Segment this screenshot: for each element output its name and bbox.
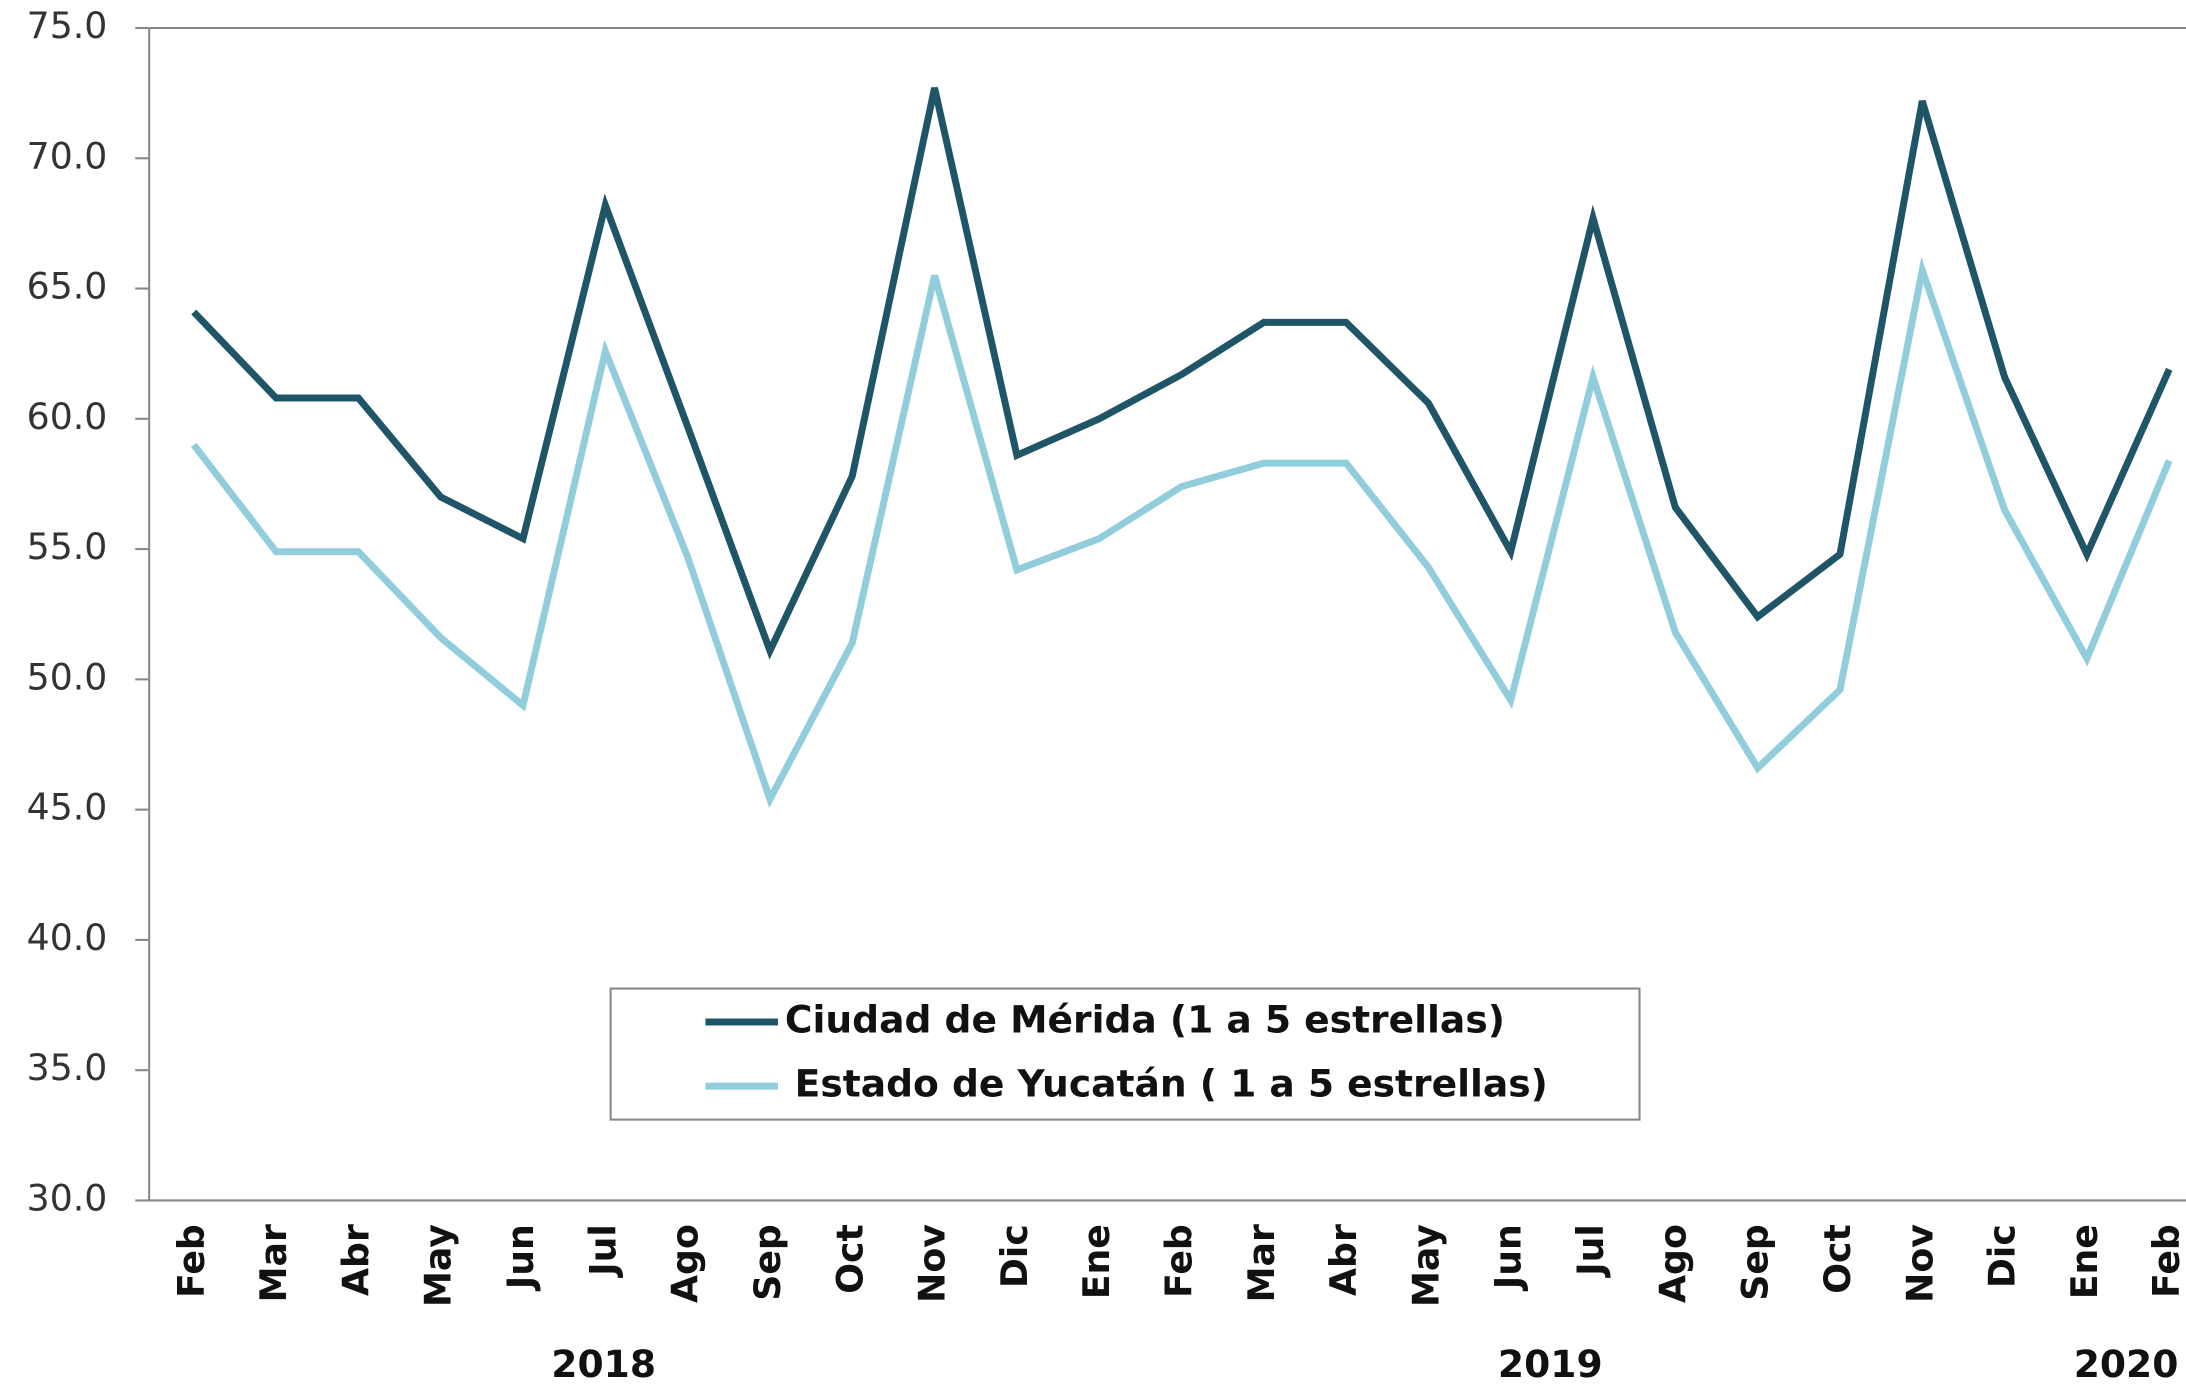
- legend-label: Estado de Yucatán ( 1 a 5 estrellas): [795, 1062, 1548, 1106]
- x-tick-label: Ene: [2063, 1224, 2106, 1299]
- y-tick-label: 65.0: [27, 265, 108, 308]
- y-tick-label: 45.0: [27, 786, 108, 829]
- x-tick-label: Mar: [1240, 1224, 1283, 1303]
- x-tick-label: Jun: [1487, 1224, 1530, 1292]
- x-tick-label: Abr: [1322, 1224, 1365, 1296]
- x-tick-label: May: [417, 1224, 460, 1307]
- x-tick-label: Ago: [1651, 1224, 1694, 1303]
- x-tick-label: Ago: [664, 1224, 707, 1303]
- x-tick-label: Jul: [1569, 1224, 1612, 1279]
- year-label: 2020: [2074, 1342, 2179, 1386]
- year-label: 2019: [1498, 1342, 1603, 1386]
- y-tick-label: 50.0: [27, 655, 108, 698]
- y-tick-label: 40.0: [27, 916, 108, 959]
- x-tick-label: Sep: [1734, 1224, 1777, 1301]
- x-tick-label: Dic: [993, 1224, 1036, 1288]
- y-tick-label: 60.0: [27, 395, 108, 438]
- series-line: [191, 87, 2173, 660]
- year-label: 2018: [551, 1342, 656, 1386]
- y-tick-label: 55.0: [27, 525, 108, 568]
- x-tick-label: Abr: [334, 1224, 377, 1296]
- legend-box: [609, 987, 1641, 1121]
- y-tick-label: 70.0: [27, 134, 108, 177]
- y-tick-label: 75.0: [27, 4, 108, 47]
- x-tick-label: Feb: [1157, 1224, 1200, 1298]
- legend-label: Ciudad de Mérida (1 a 5 estrellas): [785, 998, 1505, 1042]
- x-tick-label: Nov: [911, 1224, 954, 1303]
- x-tick-label: Feb: [170, 1224, 213, 1298]
- x-tick-label: Mar: [252, 1224, 295, 1303]
- x-tick-label: Jun: [499, 1224, 542, 1292]
- x-tick-label: Oct: [828, 1224, 871, 1294]
- x-tick-label: Oct: [1816, 1224, 1859, 1294]
- x-tick-label: May: [1404, 1224, 1447, 1307]
- x-tick-label: Sep: [746, 1224, 789, 1301]
- x-tick-label: Feb: [2145, 1224, 2186, 1298]
- x-tick-label: Ene: [1075, 1224, 1118, 1299]
- series-line: [191, 256, 2173, 809]
- y-tick-label: 30.0: [27, 1176, 108, 1219]
- x-tick-label: Nov: [1898, 1224, 1941, 1303]
- x-tick-label: Jul: [581, 1224, 624, 1279]
- y-tick-label: 35.0: [27, 1046, 108, 1089]
- x-tick-label: Dic: [1981, 1224, 2024, 1288]
